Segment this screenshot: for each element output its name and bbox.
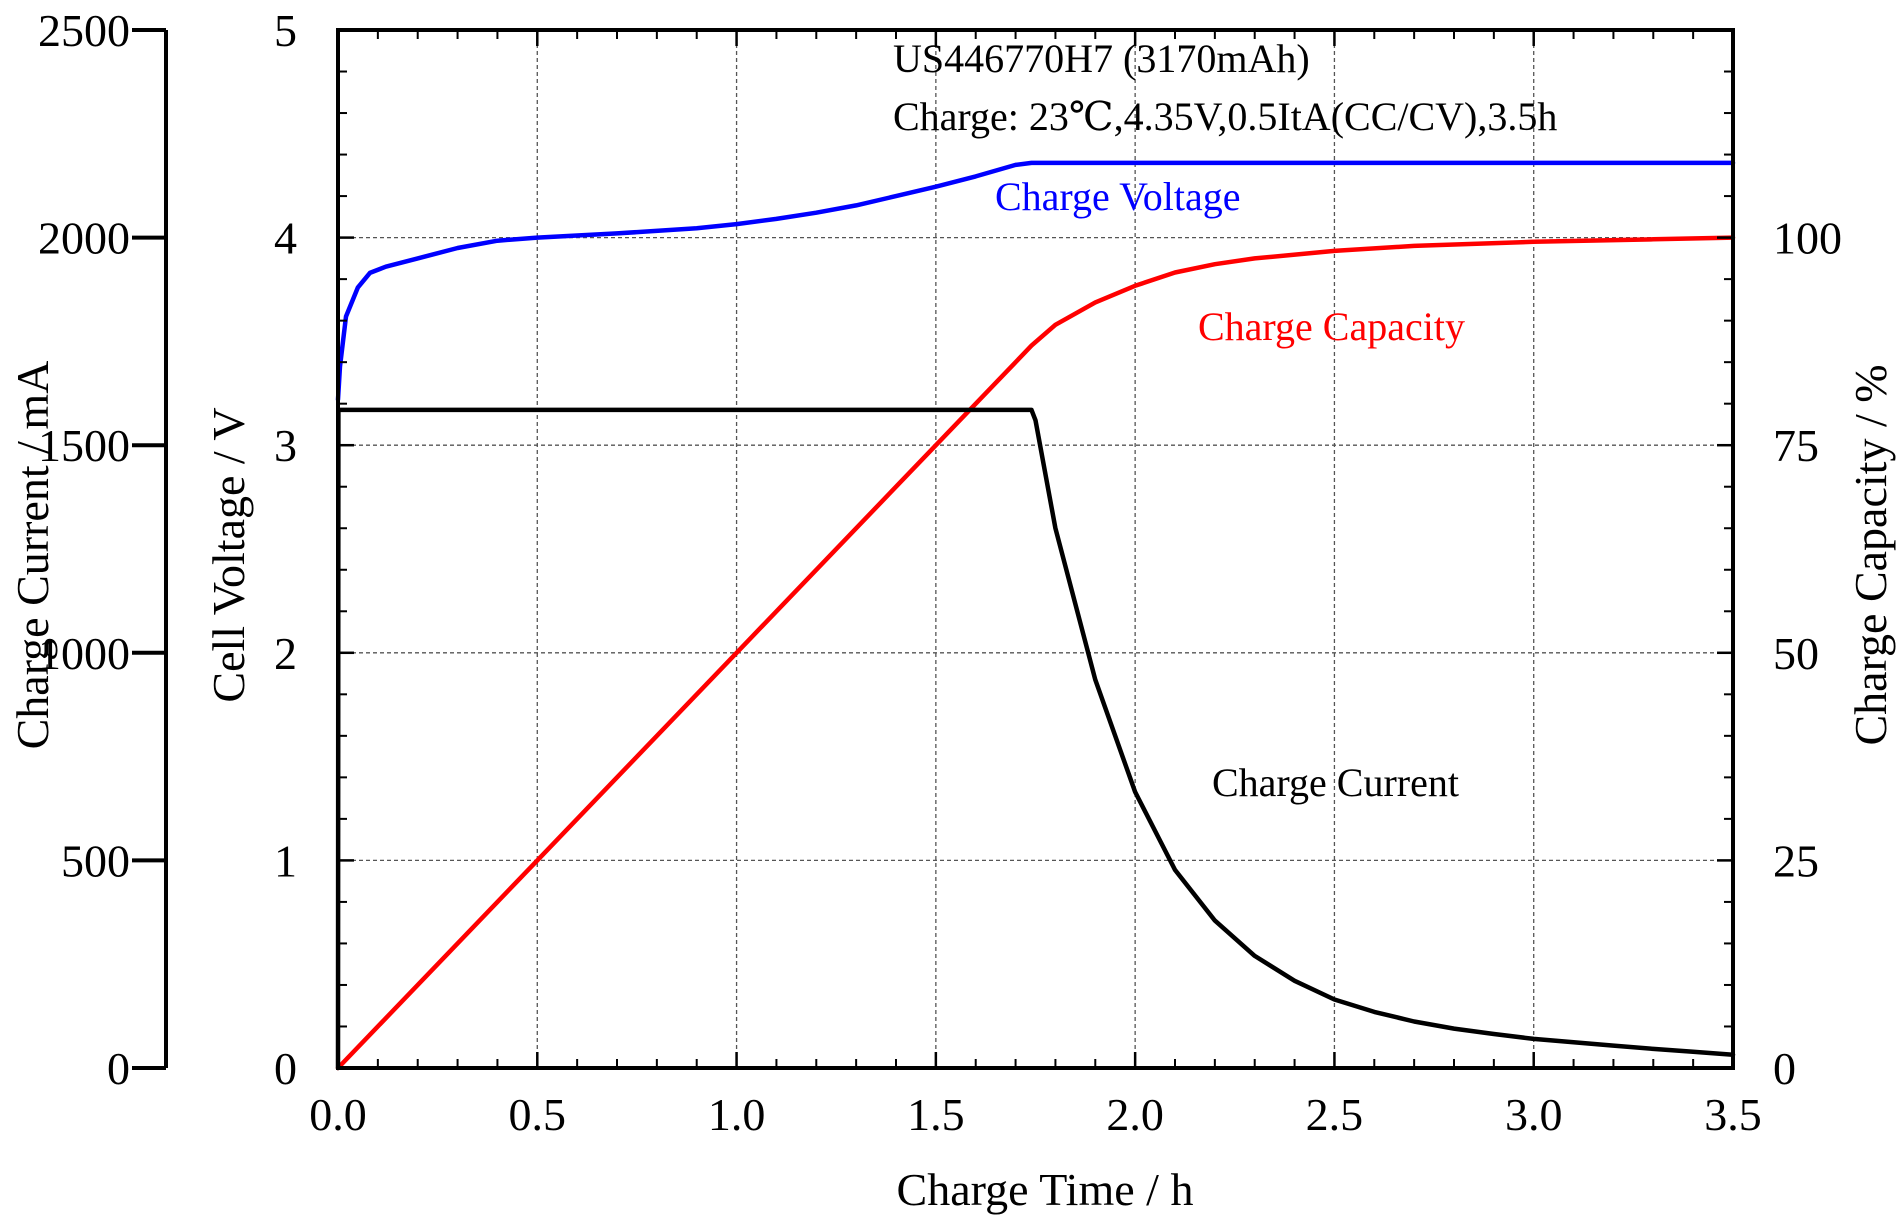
x-tick-label: 0.5 (509, 1089, 567, 1140)
current-tick-label: 2500 (38, 5, 130, 56)
series-label-charge-voltage: Charge Voltage (995, 174, 1241, 219)
voltage-axis-title: Cell Voltage / V (203, 407, 254, 702)
x-tick-label: 3.0 (1505, 1089, 1563, 1140)
capacity-tick-label: 100 (1773, 213, 1842, 264)
voltage-tick-label: 3 (274, 420, 297, 471)
capacity-tick-label: 75 (1773, 420, 1819, 471)
series-line-charge-current (338, 410, 1733, 1068)
x-tick-label: 0.0 (309, 1089, 367, 1140)
x-tick-label: 2.5 (1306, 1089, 1364, 1140)
current-axis-title: Charge Current / mA (7, 361, 58, 750)
chart-annotation-conditions: Charge: 23℃,4.35V,0.5ItA(CC/CV),3.5h (893, 94, 1557, 139)
capacity-axis-title: Charge Capacity / % (1845, 364, 1896, 745)
chart-annotation-model: US446770H7 (3170mAh) (893, 36, 1310, 81)
capacity-tick-label: 0 (1773, 1043, 1796, 1094)
current-tick-label: 500 (61, 835, 130, 886)
current-tick-label: 2000 (38, 213, 130, 264)
x-tick-label: 1.0 (708, 1089, 766, 1140)
x-axis-title: Charge Time / h (897, 1164, 1194, 1215)
x-tick-label: 3.5 (1704, 1089, 1762, 1140)
voltage-tick-label: 2 (274, 628, 297, 679)
series-lines (338, 163, 1733, 1068)
capacity-tick-label: 50 (1773, 628, 1819, 679)
x-tick-label: 2.0 (1106, 1089, 1164, 1140)
tick-labels: 0.00.51.01.52.02.53.03.50123450500100015… (38, 5, 1842, 1140)
current-tick-label: 0 (107, 1043, 130, 1094)
series-label-charge-capacity: Charge Capacity (1198, 304, 1465, 349)
capacity-tick-label: 25 (1773, 835, 1819, 886)
series-label-charge-current: Charge Current (1212, 760, 1459, 805)
voltage-tick-label: 5 (274, 5, 297, 56)
x-tick-label: 1.5 (907, 1089, 965, 1140)
voltage-tick-label: 0 (274, 1043, 297, 1094)
voltage-tick-label: 4 (274, 213, 297, 264)
voltage-tick-label: 1 (274, 835, 297, 886)
